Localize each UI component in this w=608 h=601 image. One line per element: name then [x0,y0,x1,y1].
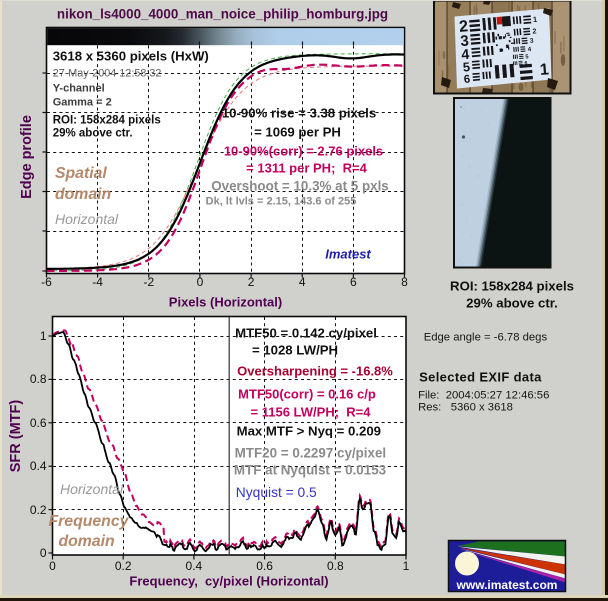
svg-text:4: 4 [527,46,532,53]
svg-text:3: 3 [460,32,470,50]
svg-text:5: 5 [462,59,470,75]
svg-text:1: 1 [533,15,539,24]
svg-text:4: 4 [461,47,470,64]
svg-text:2: 2 [458,17,468,36]
svg-text:3: 3 [530,38,535,45]
svg-text:5: 5 [525,54,529,60]
svg-text:1: 1 [539,60,549,79]
svg-text:6: 6 [524,61,527,67]
svg-text:2: 2 [532,27,537,35]
svg-text:6: 6 [463,74,470,86]
